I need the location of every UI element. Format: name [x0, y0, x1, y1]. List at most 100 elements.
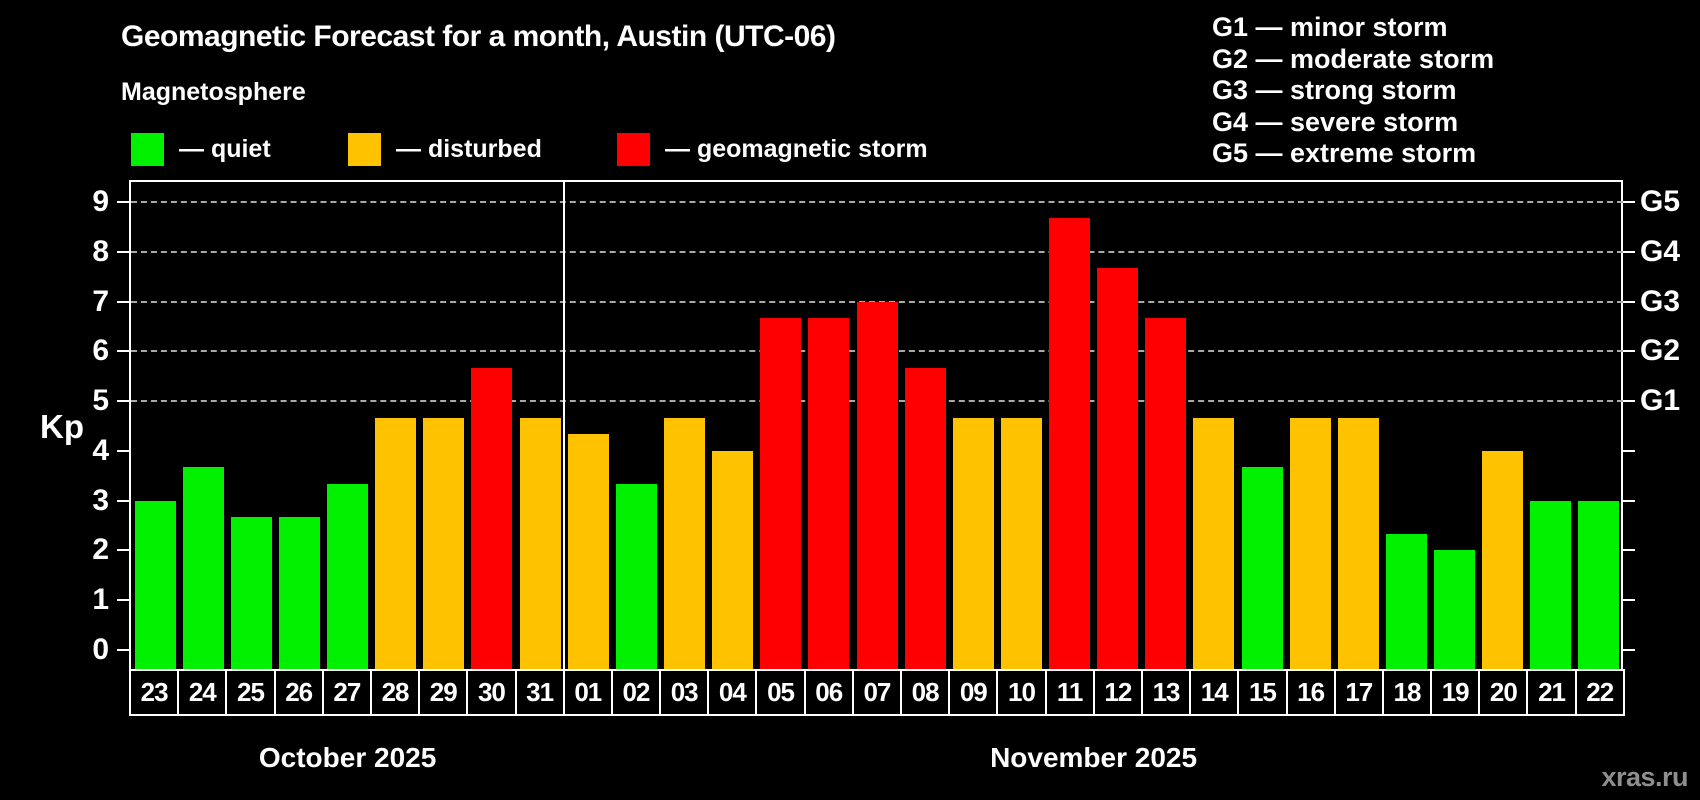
g-label-G2: G2 [1640, 334, 1681, 368]
g-scale-legend-line: G1 — minor storm [1212, 12, 1448, 42]
kp-bar-day-17 [1337, 417, 1379, 669]
left-tick-8 [117, 250, 129, 253]
day-box-26: 26 [273, 669, 324, 716]
day-box-09: 09 [948, 669, 999, 716]
right-tick-8 [1623, 250, 1635, 253]
kp-bar-day-13 [1145, 317, 1187, 669]
watermark: xras.ru [1601, 762, 1688, 792]
legend-label-disturbed: — disturbed [396, 135, 542, 163]
right-tick-3 [1623, 499, 1635, 502]
month-label: November 2025 [990, 742, 1198, 773]
kp-bar-day-01 [567, 434, 609, 669]
kp-bar-day-16 [1289, 417, 1331, 669]
right-tick-7 [1623, 300, 1635, 303]
kp-bar-day-22 [1578, 500, 1620, 669]
day-box-07: 07 [851, 669, 902, 716]
magnetosphere-label: Magnetosphere [121, 78, 306, 106]
y-tick-label-1: 1 [92, 583, 109, 617]
kp-bar-day-30 [471, 367, 513, 669]
day-box-17: 17 [1333, 669, 1384, 716]
left-tick-6 [117, 350, 129, 353]
left-tick-7 [117, 300, 129, 303]
y-tick-label-8: 8 [92, 234, 109, 268]
y-tick-label-4: 4 [92, 433, 109, 467]
right-tick-9 [1623, 200, 1635, 203]
left-tick-5 [117, 400, 129, 403]
legend-label-quiet: — quiet [179, 135, 271, 163]
chart-title: Geomagnetic Forecast for a month, Austin… [121, 20, 836, 53]
g-label-G1: G1 [1640, 384, 1681, 418]
y-tick-label-2: 2 [92, 533, 109, 567]
day-box-24: 24 [177, 669, 228, 716]
legend-swatch-disturbed [348, 133, 381, 166]
day-box-06: 06 [803, 669, 854, 716]
left-tick-3 [117, 499, 129, 502]
left-tick-0 [117, 649, 129, 651]
y-tick-label-5: 5 [92, 384, 109, 418]
y-tick-label-9: 9 [92, 184, 109, 218]
kp-bar-day-08 [904, 367, 946, 669]
g-scale-legend: G1 — minor storm G2 — moderate storm G3 — … [1212, 12, 1494, 170]
legend-label-storm: — geomagnetic storm [665, 135, 928, 163]
kp-bar-day-15 [1241, 467, 1283, 669]
kp-bar-day-28 [375, 417, 417, 669]
g-scale-legend-line: G5 — extreme storm [1212, 138, 1477, 169]
day-label-row: 23 24 25 26 27 28 29 30 31 01 02 03 04 05 06 07 08 09 10 11… [129, 669, 1625, 716]
g-label-G4: G4 [1640, 234, 1681, 268]
g-label-G5: G5 [1640, 184, 1681, 218]
left-tick-4 [117, 449, 129, 452]
kp-bar-day-29 [423, 417, 465, 669]
kp-bar-day-19 [1434, 550, 1476, 669]
day-box-27: 27 [321, 669, 372, 716]
gridline-kp8 [131, 250, 1623, 253]
g-scale-legend-line: G2 — moderate storm [1212, 43, 1495, 74]
kp-bar-day-02 [615, 484, 657, 669]
day-box-13: 13 [1140, 669, 1192, 716]
legend-swatch-quiet [131, 133, 164, 166]
kp-bar-day-06 [808, 317, 850, 669]
kp-bar-day-26 [278, 517, 320, 669]
day-box-19: 19 [1430, 669, 1481, 716]
gridline-kp7 [131, 300, 1623, 303]
month-separator-line [563, 182, 566, 669]
kp-bar-day-10 [1000, 417, 1042, 669]
g-scale-legend-line: G3 — strong storm [1212, 75, 1457, 106]
day-box-30: 30 [466, 669, 517, 716]
y-tick-label-0: 0 [92, 633, 109, 666]
kp-bar-day-23 [134, 500, 176, 669]
kp-bar-day-21 [1530, 500, 1572, 669]
kp-bar-day-18 [1385, 534, 1427, 669]
g-scale-legend-line: G4 — severe storm [1212, 106, 1459, 137]
y-tick-label-6: 6 [92, 334, 109, 368]
gridline-kp9 [131, 200, 1623, 203]
day-box-08: 08 [900, 669, 951, 716]
left-tick-1 [117, 599, 129, 602]
day-box-23: 23 [129, 669, 180, 716]
y-tick-label-3: 3 [92, 483, 109, 517]
kp-bar-day-05 [760, 317, 802, 669]
day-box-10: 10 [996, 669, 1047, 716]
left-tick-2 [117, 549, 129, 552]
day-box-21: 21 [1526, 669, 1577, 716]
day-box-15: 15 [1237, 669, 1288, 716]
y-tick-label-7: 7 [92, 284, 109, 318]
day-box-31: 31 [514, 669, 565, 716]
day-box-04: 04 [707, 669, 758, 716]
g-label-G3: G3 [1640, 284, 1681, 318]
kp-bar-day-24 [182, 467, 224, 669]
right-tick-1 [1623, 599, 1635, 602]
month-label: October 2025 [258, 742, 437, 773]
day-box-14: 14 [1189, 669, 1240, 716]
day-box-02: 02 [610, 669, 662, 716]
day-box-11: 11 [1044, 669, 1095, 716]
day-box-20: 20 [1478, 669, 1529, 716]
day-box-29: 29 [418, 669, 469, 716]
kp-bar-day-14 [1193, 417, 1235, 669]
right-tick-4 [1623, 449, 1635, 452]
kp-bar-day-20 [1482, 450, 1524, 669]
kp-bar-day-03 [663, 417, 705, 669]
kp-bar-day-09 [952, 417, 994, 669]
day-box-25: 25 [225, 669, 276, 716]
day-box-03: 03 [659, 669, 710, 716]
